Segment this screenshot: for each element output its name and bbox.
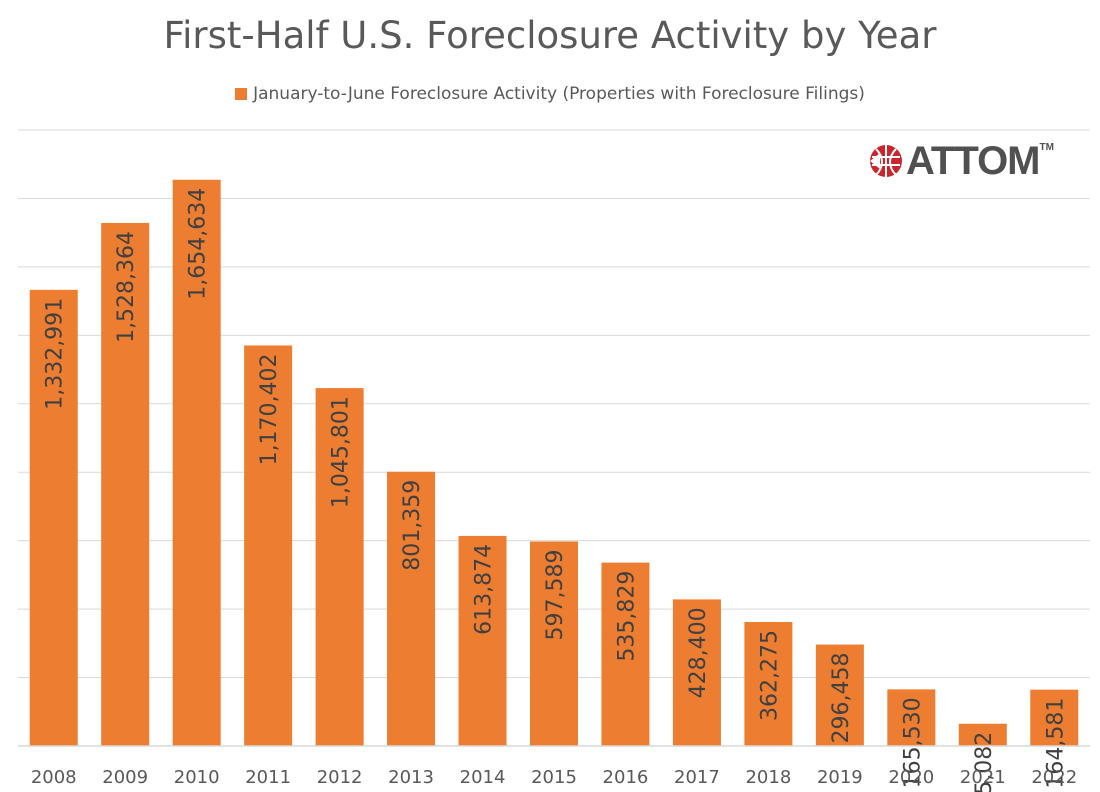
- data-label-2013: 801,359: [400, 480, 425, 571]
- bar-2019: [815, 644, 864, 746]
- chart-title: First-Half U.S. Foreclosure Activity by …: [163, 14, 937, 57]
- attom-logo: ATTOM TM: [868, 138, 1054, 184]
- data-label-2018: 362,275: [757, 630, 782, 721]
- legend: January-to-June Foreclosure Activity (Pr…: [0, 84, 1100, 104]
- x-tick-label-2016: 2016: [603, 767, 649, 788]
- bar-2018: [744, 622, 793, 746]
- x-tick-label-2017: 2017: [674, 767, 720, 788]
- data-label-2008: 1,332,991: [43, 298, 68, 410]
- x-tick-label-2008: 2008: [31, 767, 77, 788]
- x-tick-label-2021: 2021: [960, 767, 1006, 788]
- bar-2013: [387, 471, 436, 746]
- x-tick-label-2010: 2010: [174, 767, 220, 788]
- attom-globe-icon: [870, 145, 902, 177]
- data-label-2010: 1,654,634: [186, 188, 211, 300]
- bar-2011: [244, 345, 293, 746]
- data-label-2019: 296,458: [829, 653, 854, 744]
- x-tick-label-2015: 2015: [531, 767, 577, 788]
- data-label-2011: 1,170,402: [257, 353, 282, 465]
- data-label-2014: 613,874: [472, 544, 497, 635]
- bar-2015: [530, 541, 578, 746]
- bar-2008: [29, 289, 78, 746]
- x-tick-label-2020: 2020: [888, 767, 934, 788]
- bar-2021: [958, 723, 1007, 746]
- data-label-2016: 535,829: [614, 571, 639, 662]
- data-label-2022: 164,581: [1043, 698, 1068, 789]
- legend-label: January-to-June Foreclosure Activity (Pr…: [253, 84, 865, 104]
- bar-2012: [315, 388, 364, 746]
- x-tick-label-2018: 2018: [745, 767, 791, 788]
- x-tick-label-2011: 2011: [245, 767, 291, 788]
- data-label-2012: 1,045,801: [329, 396, 354, 508]
- legend-swatch: [235, 88, 248, 100]
- data-label-2021: 65,082: [972, 732, 997, 792]
- logo-text: ATTOM: [906, 138, 1040, 183]
- data-label-2017: 428,400: [686, 607, 711, 698]
- bar-2009: [101, 222, 150, 747]
- x-tick-label-2013: 2013: [388, 767, 434, 788]
- x-tick-label-2012: 2012: [317, 767, 363, 788]
- x-tick-label-2014: 2014: [460, 767, 506, 788]
- x-tick-label-2022: 2022: [1031, 767, 1077, 788]
- x-tick-label-2009: 2009: [102, 767, 148, 788]
- bar-2022: [1030, 689, 1079, 746]
- bar-2020: [887, 689, 936, 746]
- bar-2010: [172, 179, 221, 746]
- x-tick-label-2019: 2019: [817, 767, 863, 788]
- data-label-2009: 1,528,364: [114, 231, 139, 343]
- bar-2016: [601, 562, 650, 746]
- bar-2017: [672, 599, 721, 746]
- bar-2014: [458, 535, 507, 746]
- logo-trademark: TM: [1039, 142, 1054, 153]
- data-label-2020: 165,530: [900, 697, 925, 788]
- data-label-2015: 597,589: [543, 549, 568, 640]
